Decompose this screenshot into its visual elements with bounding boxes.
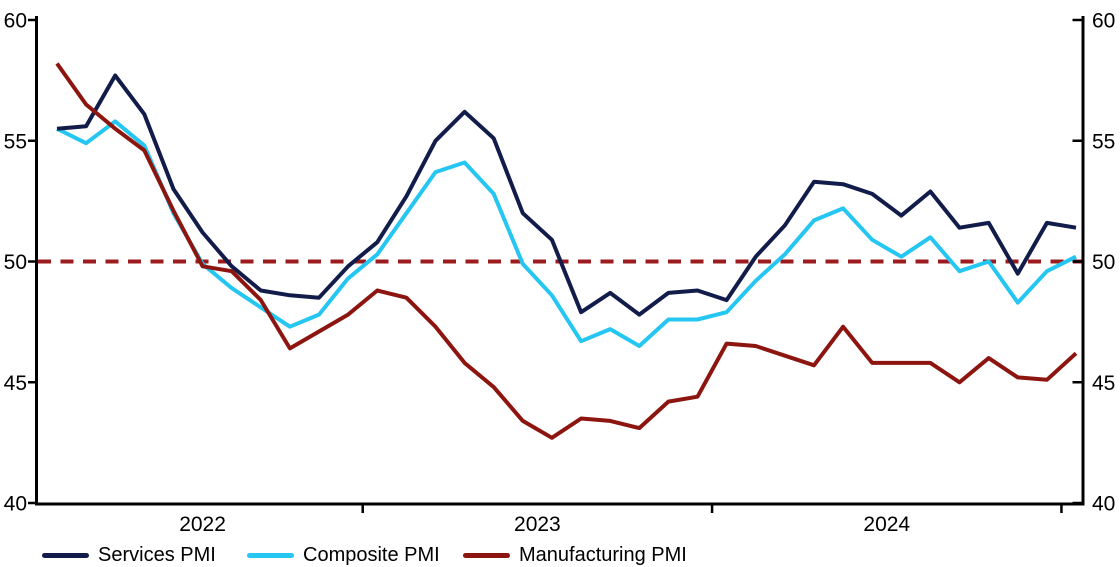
legend-label-manufacturing-pmi: Manufacturing PMI — [519, 544, 687, 566]
y-tick-label-left-40: 40 — [4, 493, 27, 516]
series-line-manufacturing-pmi — [55, 62, 1078, 440]
manufacturing-line-swatch — [463, 553, 510, 558]
legend-item-manufacturing-pmi: Manufacturing PMI — [463, 544, 687, 567]
series-line-services-pmi — [56, 73, 1077, 317]
legend-item-services-pmi: Services PMI — [42, 544, 216, 567]
legend-label-services-pmi: Services PMI — [98, 544, 216, 566]
y-tick-label-right-55: 55 — [1092, 130, 1115, 153]
y-tick-label-right-45: 45 — [1092, 372, 1115, 395]
y-tick-label-right-60: 60 — [1092, 10, 1115, 33]
y-tick-label-right-40: 40 — [1092, 493, 1115, 516]
x-year-label-2024: 2024 — [863, 513, 910, 536]
services-line-swatch — [42, 553, 89, 558]
y-tick-label-left-55: 55 — [4, 130, 27, 153]
pmi-plot-svg: 40 40 45 45 50 50 55 55 60 60 2022 2023 2024 — [4, 10, 1116, 537]
x-year-label-2023: 2023 — [514, 513, 561, 536]
x-year-label-2022: 2022 — [179, 513, 226, 536]
y-tick-label-left-45: 45 — [4, 372, 27, 395]
series-line-composite-pmi — [56, 119, 1077, 348]
y-tick-label-left-50: 50 — [4, 251, 27, 274]
y-tick-label-right-50: 50 — [1092, 251, 1115, 274]
composite-line-swatch — [247, 553, 294, 558]
legend-item-composite-pmi: Composite PMI — [247, 544, 440, 567]
legend-label-composite-pmi: Composite PMI — [303, 544, 440, 566]
y-tick-label-left-60: 60 — [4, 10, 27, 33]
